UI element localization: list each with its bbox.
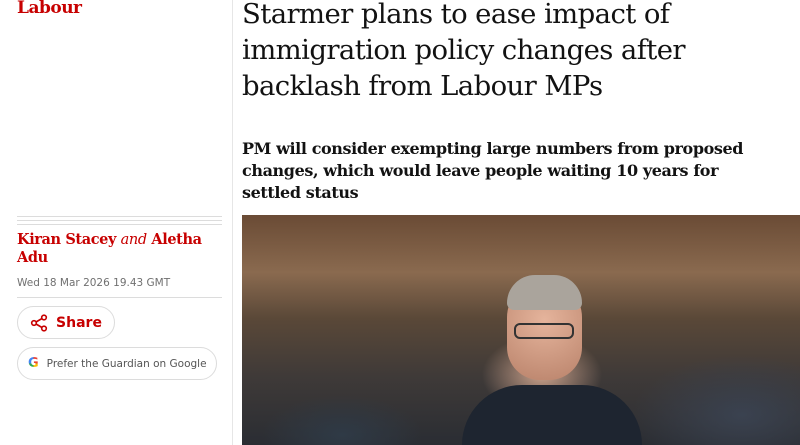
standfirst: PM will consider exempting large numbers…	[242, 139, 744, 202]
photo-figure-hair	[507, 275, 582, 310]
photo-figure-suit	[462, 385, 642, 445]
section-link[interactable]: Labour	[17, 0, 82, 18]
column-divider	[232, 0, 233, 445]
share-button[interactable]: Share	[17, 306, 115, 339]
main-photo	[242, 215, 800, 445]
author-link[interactable]: Kiran Stacey	[17, 231, 116, 248]
byline-joiner: and	[120, 232, 147, 248]
headline: Starmer plans to ease impact of immigrat…	[242, 0, 686, 102]
prefer-google-label: Prefer the Guardian on Google	[46, 357, 207, 370]
publish-date: Wed 18 Mar 2026 19.43 GMT	[17, 277, 171, 289]
share-label: Share	[56, 314, 102, 331]
share-icon	[30, 313, 48, 332]
divider-rules	[17, 216, 222, 228]
author-link[interactable]: Aletha Adu	[17, 231, 202, 266]
divider	[17, 297, 222, 298]
byline: Kiran Stacey and Aletha Adu	[17, 231, 222, 267]
google-g-icon: G	[28, 356, 39, 371]
prefer-google-button[interactable]: G Prefer the Guardian on Google	[17, 347, 217, 380]
photo-figure-glasses	[514, 323, 574, 339]
